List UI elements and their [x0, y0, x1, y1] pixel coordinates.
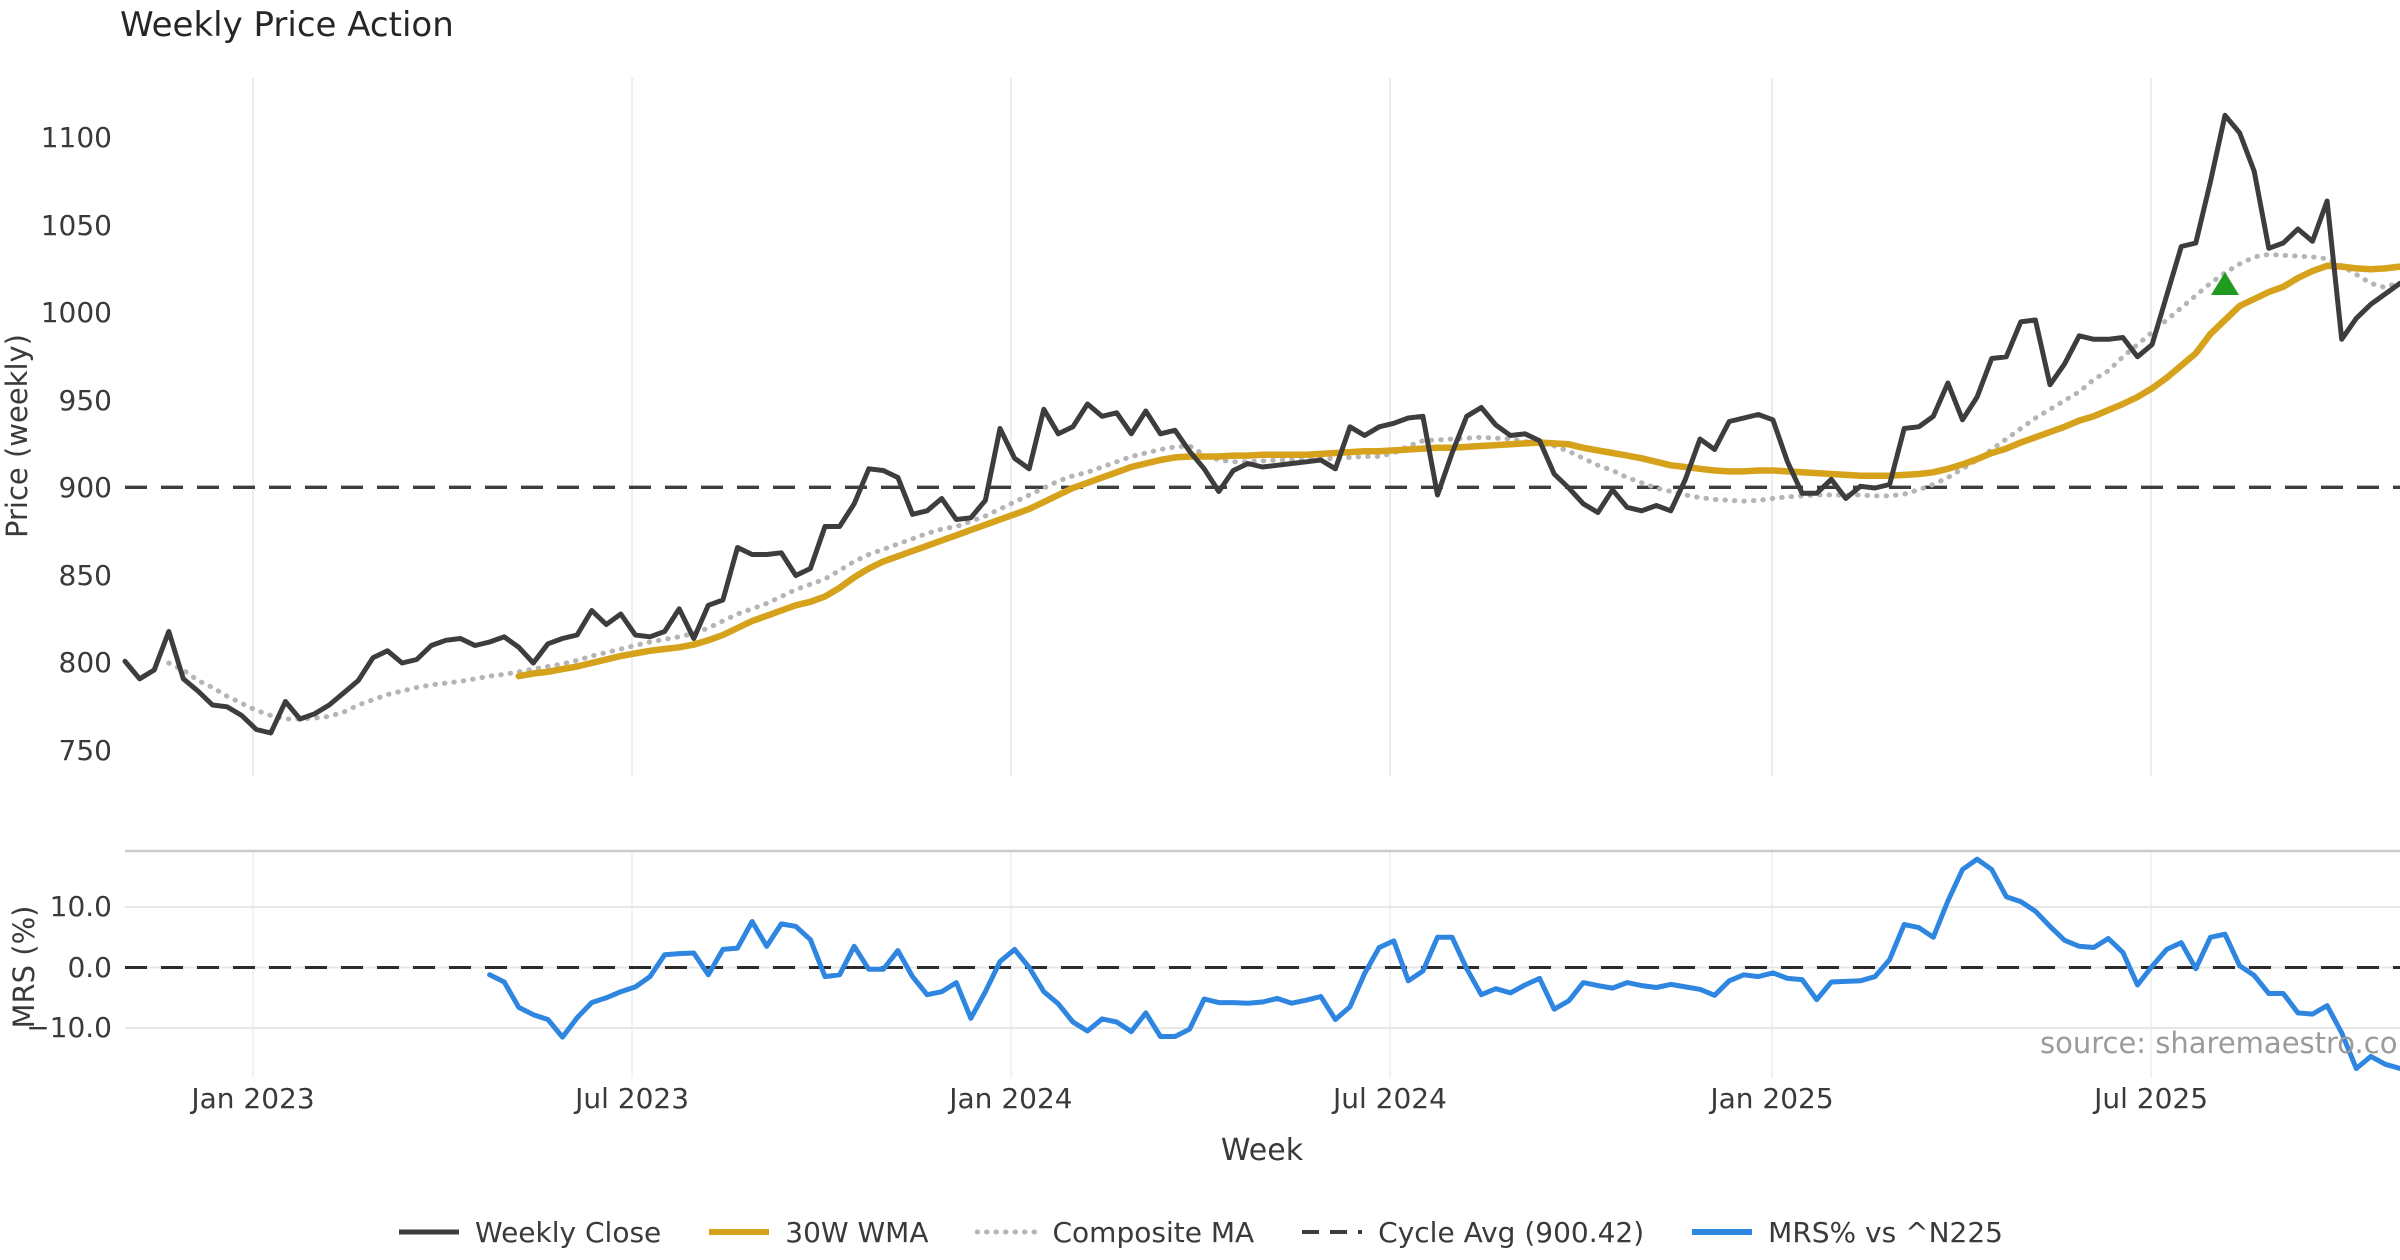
- legend-item[interactable]: 30W WMA: [707, 1215, 929, 1249]
- x-tick-label: Jul 2024: [1332, 1082, 1447, 1115]
- mrs-tick-label: 0.0: [67, 950, 112, 984]
- legend-item[interactable]: Weekly Close: [397, 1216, 661, 1249]
- mrs-tick-label: 10.0: [49, 890, 112, 923]
- price-tick-label: 1050: [40, 208, 112, 242]
- price-tick-label: 900: [58, 471, 112, 504]
- legend-swatch-solid-icon: [1692, 1229, 1753, 1235]
- price-tick-label: 850: [58, 558, 112, 592]
- legend-swatch-solid-icon: [709, 1229, 770, 1235]
- composite-ma-line: [166, 251, 2400, 722]
- price-tick-label: 1100: [40, 121, 112, 154]
- x-tick-label: Jul 2023: [575, 1082, 690, 1115]
- price-axis-label: Price (weekly): [0, 333, 34, 539]
- legend-label: Cycle Avg (900.42): [1378, 1215, 1645, 1249]
- legend-swatch-solid-icon: [399, 1229, 460, 1235]
- legend-label: 30W WMA: [785, 1215, 929, 1249]
- legend-item[interactable]: MRS% vs ^N225: [1690, 1216, 2003, 1249]
- price-tick-label: 950: [58, 383, 112, 417]
- legend-label: Weekly Close: [475, 1215, 662, 1249]
- legend-item[interactable]: Composite MA: [974, 1215, 1255, 1249]
- legend-swatch-dashed-icon: [1302, 1230, 1363, 1234]
- price-tick-label: 800: [58, 646, 112, 679]
- signal-marker-icon: [2211, 272, 2239, 295]
- price-tick-label: 1000: [40, 296, 112, 329]
- x-axis-label: Week: [1220, 1133, 1304, 1168]
- chart-title: Weekly Price Action: [120, 5, 454, 45]
- source-watermark: source: sharemaestro.com: [2040, 1026, 2400, 1060]
- legend-item[interactable]: Cycle Avg (900.42): [1300, 1216, 1644, 1249]
- weekly-close-line: [122, 112, 2400, 736]
- mrs-line: [487, 856, 2400, 1071]
- x-tick-label: Jan 2024: [949, 1082, 1073, 1115]
- legend-label: Composite MA: [1052, 1215, 1255, 1249]
- x-tick-label: Jan 2023: [191, 1082, 315, 1115]
- legend-label: MRS% vs ^N225: [1768, 1215, 2003, 1249]
- x-tick-label: Jan 2025: [1710, 1082, 1834, 1115]
- mrs-tick-label: −10.0: [26, 1011, 112, 1044]
- wma-line: [515, 262, 2400, 680]
- legend-swatch-dotted-icon: [974, 1229, 1039, 1235]
- chart-legend: Weekly Close 30W WMA Composite MA Cycle Avg…: [0, 1206, 2400, 1258]
- x-tick-label: Jul 2025: [2094, 1082, 2209, 1115]
- price-tick-label: 750: [58, 733, 112, 767]
